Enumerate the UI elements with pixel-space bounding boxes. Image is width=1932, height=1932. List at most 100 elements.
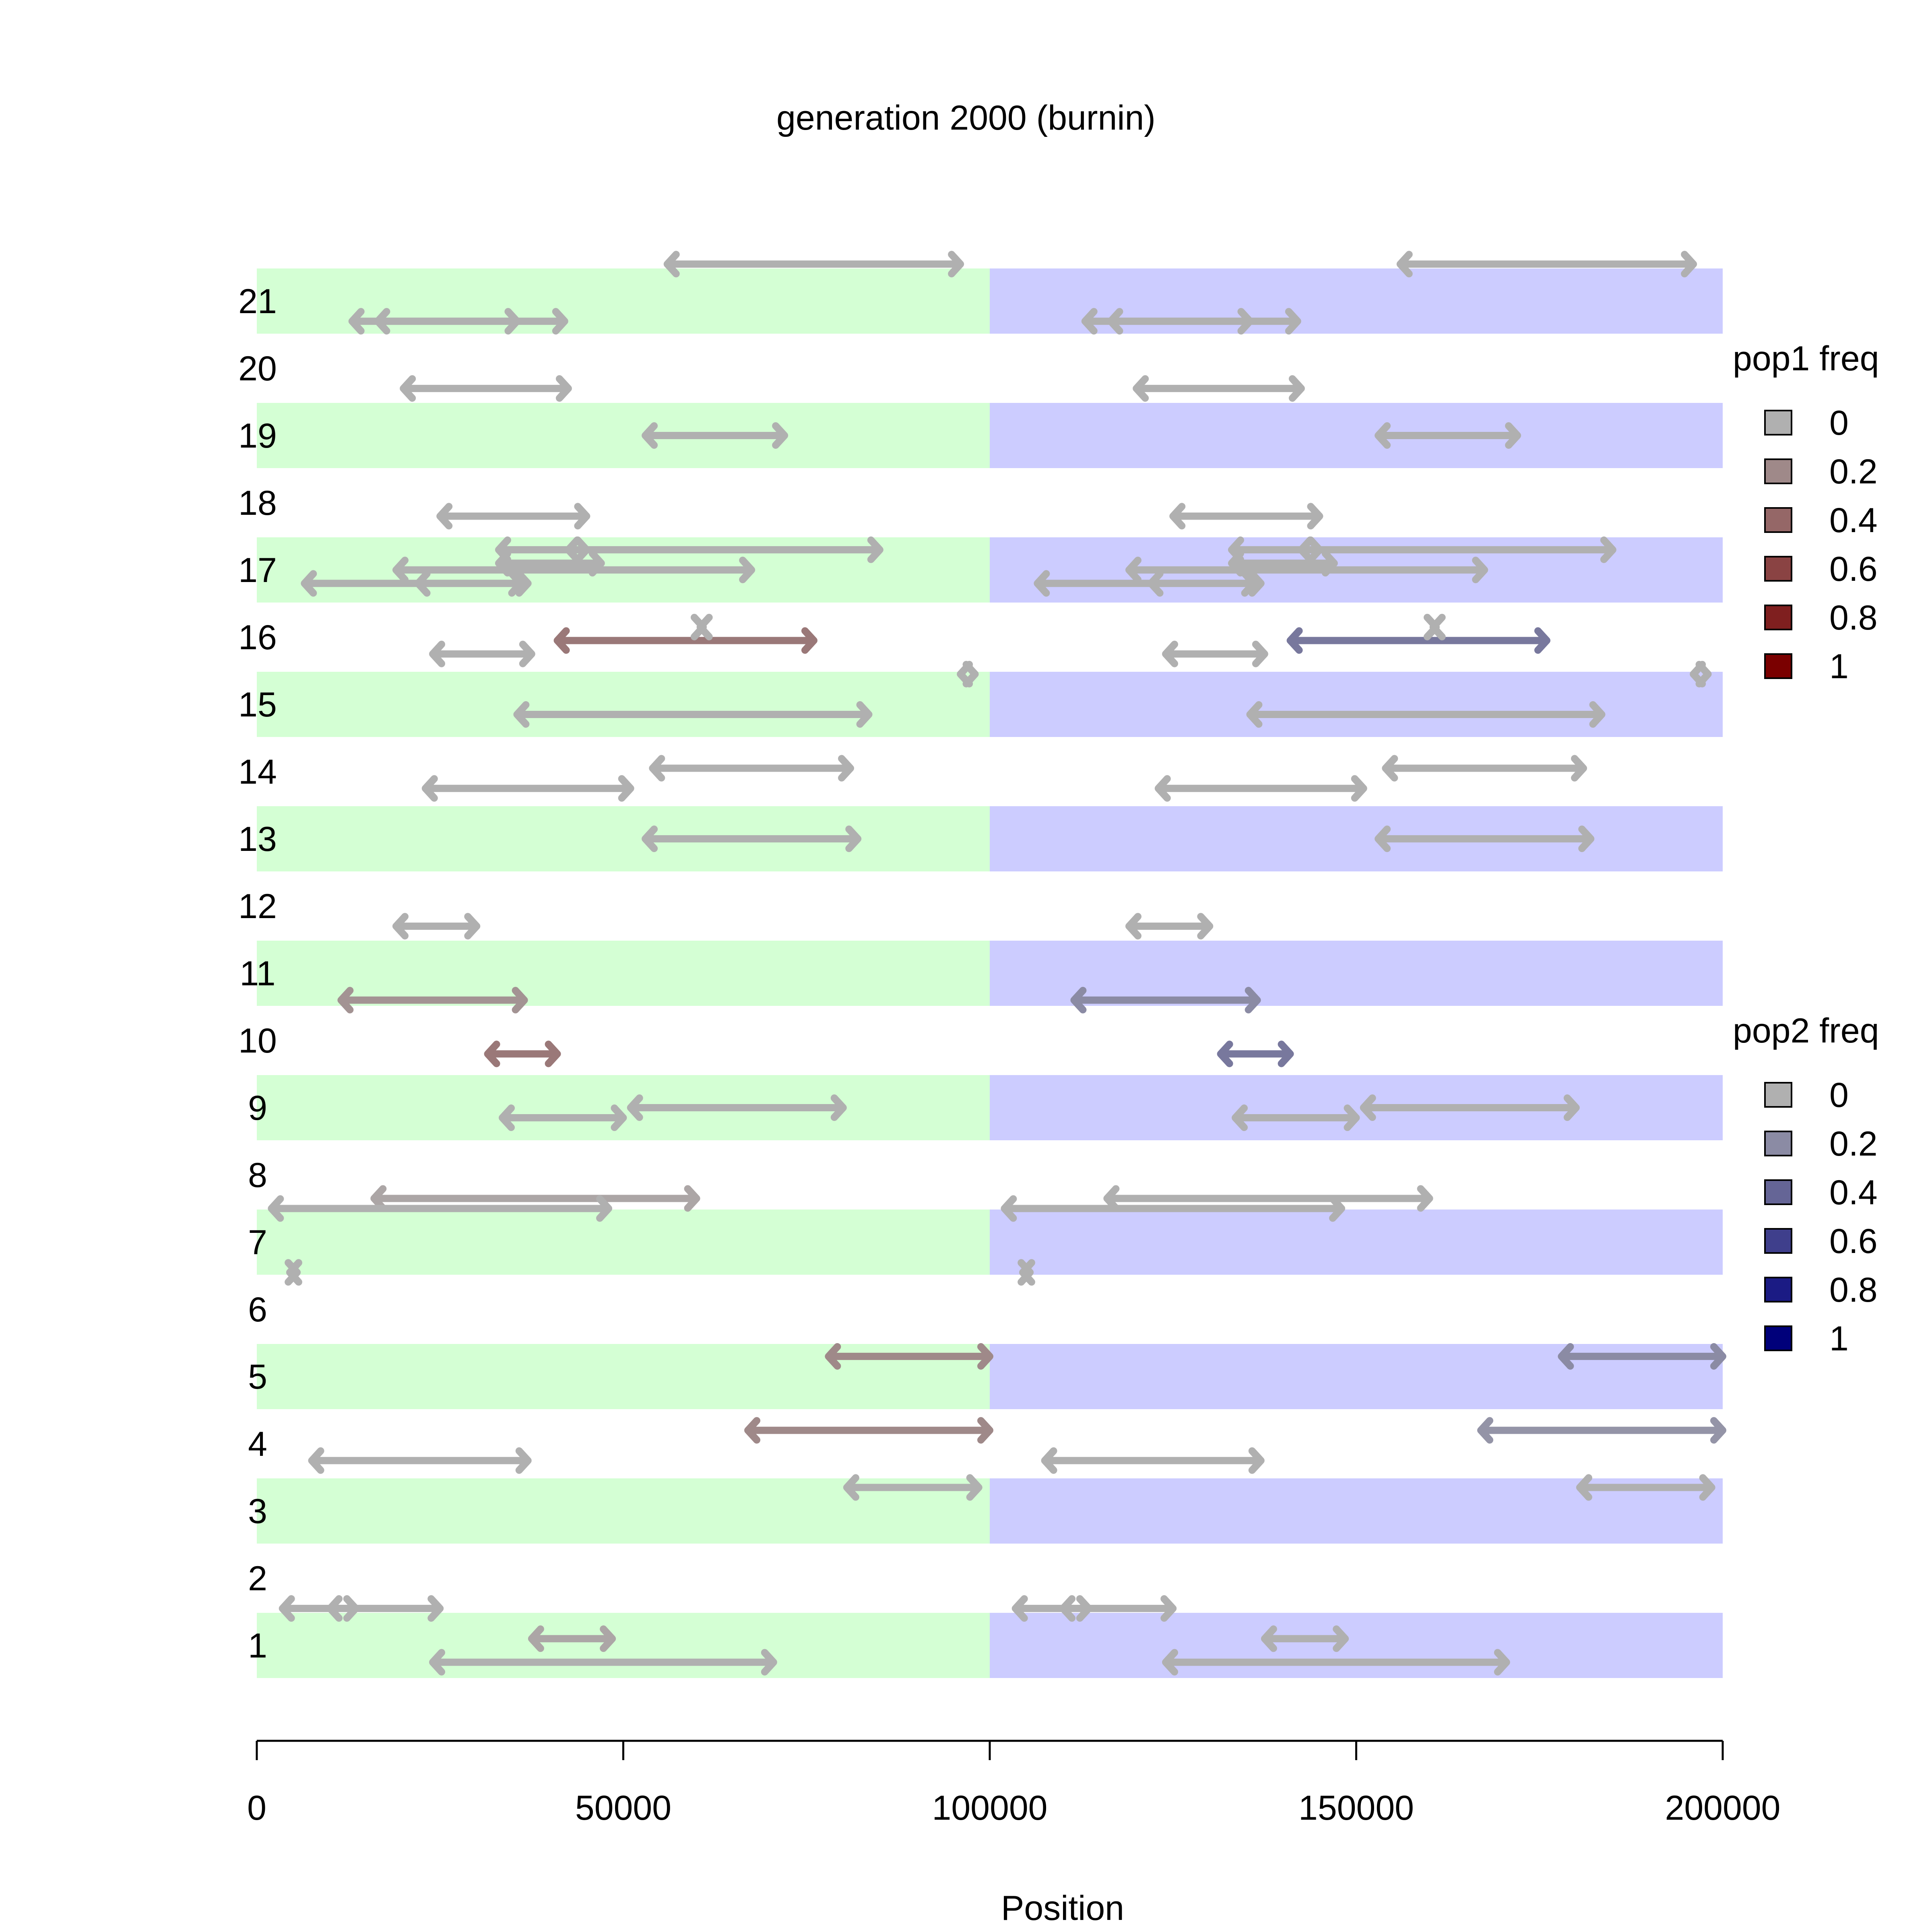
pop2-band (990, 941, 1723, 1006)
segment-start-chevron (326, 1595, 343, 1622)
segment-end-chevron (1710, 1343, 1726, 1370)
segment-start-chevron (421, 775, 438, 802)
pop2-band (990, 1613, 1723, 1678)
legend-label: 0 (1829, 404, 1849, 442)
segment-end-chevron (867, 536, 883, 563)
inversion-segment (627, 1094, 847, 1121)
legend-swatch (1764, 410, 1792, 436)
inversion-segment (414, 570, 524, 597)
segment-end-chevron (1699, 1474, 1715, 1501)
segment-start-chevron (1360, 1094, 1376, 1121)
pop1-band (257, 806, 990, 871)
segment-start-chevron (744, 1417, 761, 1444)
row-label: 4 (248, 1425, 267, 1463)
segment-start-chevron (1133, 375, 1149, 402)
segment-end-chevron (1248, 1447, 1265, 1474)
legend-label: 0.2 (1829, 452, 1878, 491)
x-tick-label: 0 (247, 1789, 266, 1827)
segment-start-chevron (528, 1625, 544, 1652)
segment-end-chevron (1563, 1094, 1580, 1121)
row-label: 17 (238, 551, 277, 590)
segment-start-chevron (1070, 987, 1087, 1013)
row-label: 3 (248, 1492, 267, 1531)
segment-end-chevron (1288, 375, 1305, 402)
legend-label: 1 (1829, 1319, 1849, 1358)
segment-end-chevron (1417, 1185, 1433, 1212)
segment-end-chevron (515, 570, 532, 597)
pop2-band (990, 1210, 1723, 1275)
segment-end-chevron (1695, 661, 1712, 687)
segment-start-chevron (1162, 640, 1179, 667)
segment-end-chevron (596, 1195, 613, 1222)
inversion-segment (1576, 1474, 1715, 1501)
pop1-band (257, 1075, 990, 1140)
pop1-band (257, 941, 990, 1006)
segment-end-chevron (1578, 826, 1595, 852)
row-label: 5 (248, 1358, 267, 1396)
segment-start-chevron (649, 755, 665, 782)
segment-end-chevron (1333, 1625, 1349, 1652)
segment-start-chevron (499, 1104, 515, 1131)
segment-end-chevron (966, 1474, 983, 1501)
pop2-band (990, 806, 1723, 871)
segment-start-chevron (627, 1094, 643, 1121)
inversion-segment (499, 1104, 627, 1131)
segment-end-chevron (1252, 640, 1268, 667)
inversion-segment (392, 557, 755, 583)
legend-swatch (1764, 507, 1792, 533)
segment-end-chevron (1076, 1595, 1092, 1622)
segment-end-chevron (574, 503, 590, 530)
pop2-band (990, 1075, 1723, 1140)
inversion-segment (1018, 1259, 1035, 1286)
pop1-band (257, 672, 990, 737)
legend-swatch (1764, 605, 1792, 630)
row-label: 21 (238, 282, 277, 321)
segment-start-chevron (429, 640, 446, 667)
segment-end-chevron (618, 775, 634, 802)
segment-end-chevron (739, 557, 755, 583)
segment-start-chevron (663, 251, 680, 278)
segment-start-chevron (1232, 1104, 1248, 1131)
segment-end-chevron (977, 1343, 993, 1370)
inversion-segment (285, 1259, 302, 1286)
inversion-segment (326, 1595, 359, 1622)
legend-label: 0.8 (1829, 599, 1878, 637)
inversion-segment (642, 422, 788, 449)
segment-end-chevron (1329, 1195, 1346, 1222)
segment-start-chevron (1001, 1195, 1017, 1222)
inversion-segment (1133, 375, 1305, 402)
legend-label: 0.4 (1829, 1173, 1878, 1212)
inversion-segment (1059, 1595, 1092, 1622)
pop2-band (990, 403, 1723, 468)
legend-label: 0 (1829, 1076, 1849, 1115)
segment-start-chevron (400, 375, 416, 402)
segment-end-chevron (856, 701, 873, 728)
inversion-segment (1375, 826, 1595, 852)
segment-start-chevron (642, 422, 658, 449)
inversion-segment (1154, 775, 1367, 802)
row-label: 19 (238, 417, 277, 455)
segment-end-chevron (1197, 913, 1214, 940)
segment-start-chevron (348, 308, 365, 335)
segment-end-chevron (830, 1094, 847, 1121)
segment-start-chevron (553, 627, 570, 654)
pop1-band (257, 403, 990, 468)
legend-swatch (1764, 1277, 1792, 1302)
row-label: 12 (238, 887, 277, 926)
segment-end-chevron (690, 613, 707, 640)
inversion-segment (642, 826, 862, 852)
row-label: 10 (238, 1022, 277, 1060)
segment-end-chevron (519, 640, 535, 667)
segment-start-chevron (279, 1595, 295, 1622)
segment-end-chevron (684, 1185, 700, 1212)
x-tick-label: 150000 (1298, 1789, 1414, 1827)
row-label: 15 (238, 685, 277, 724)
segment-start-chevron (825, 1343, 841, 1370)
segment-start-chevron (642, 826, 658, 852)
segment-end-chevron (948, 251, 964, 278)
segment-start-chevron (374, 308, 390, 335)
segment-end-chevron (1505, 422, 1521, 449)
inversion-segment (1125, 557, 1488, 583)
inversion-segment (1375, 422, 1521, 449)
segment-start-chevron (337, 987, 354, 1013)
